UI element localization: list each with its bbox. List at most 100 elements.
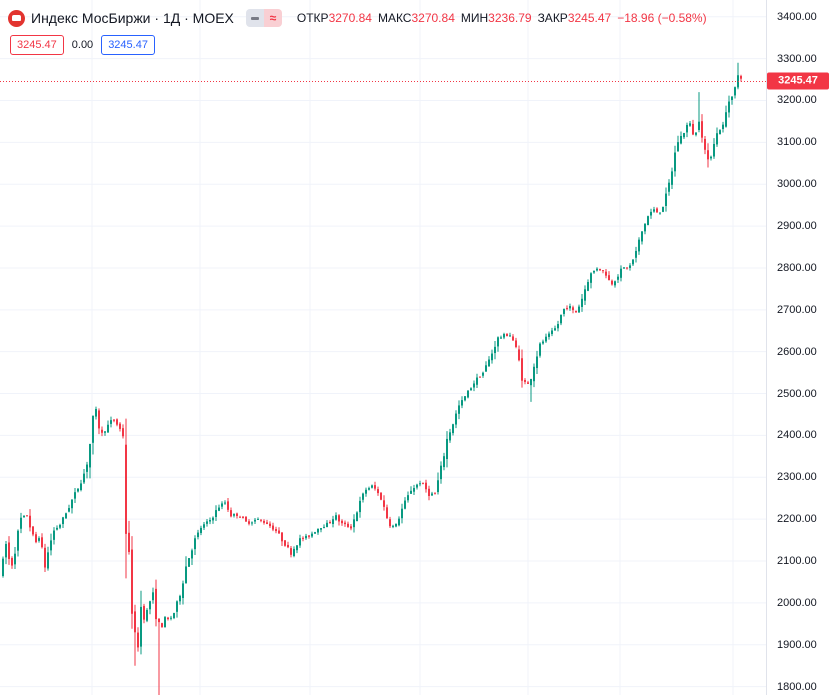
candle-up (311, 533, 313, 537)
candle-up (569, 306, 571, 309)
candle-up (176, 601, 178, 612)
candle-up (74, 492, 76, 499)
y-tick-label: 2800.00 (777, 261, 817, 274)
candlestick-chart[interactable] (0, 0, 766, 695)
candle-up (20, 517, 22, 529)
candle-up (164, 617, 166, 628)
candle-down (134, 611, 136, 633)
candle-up (668, 182, 670, 192)
candle-up (620, 268, 622, 278)
candle-up (188, 558, 190, 567)
legend-toggle-group[interactable]: ≈ (245, 9, 282, 27)
candle-down (380, 492, 382, 500)
candle-up (419, 483, 421, 485)
candle-up (686, 124, 688, 133)
candle-down (740, 76, 742, 79)
candle-down (704, 138, 706, 150)
candle-down (521, 358, 523, 381)
candle-up (584, 289, 586, 301)
price-scale[interactable]: 1800.00 1900.00 2000.00 2100.00 2200.00 2300.… (766, 0, 830, 695)
candle-up (251, 522, 253, 524)
candle-up (713, 143, 715, 157)
candle-down (8, 542, 10, 559)
y-tick-label: 2500.00 (777, 387, 817, 400)
candle-up (689, 123, 691, 126)
candle-up (578, 306, 580, 313)
candle-up (488, 359, 490, 367)
candle-up (563, 308, 565, 314)
candle-down (518, 349, 520, 361)
chart-area[interactable] (0, 0, 766, 695)
candle-up (662, 206, 664, 212)
candle-up (560, 314, 562, 324)
candle-up (68, 508, 70, 512)
candle-up (596, 268, 598, 271)
candle-up (557, 324, 559, 329)
candle-down (434, 493, 436, 495)
wave-icon[interactable]: ≈ (263, 9, 282, 27)
candle-up (449, 432, 451, 441)
candle-down (575, 310, 577, 313)
symbol-legend: Индекс МосБиржи · 1Д · MOEX ≈ ОТКР 3270.… (8, 8, 707, 28)
candle-up (437, 480, 439, 493)
candle-up (17, 530, 19, 551)
candle-up (470, 388, 472, 391)
candle-up (494, 346, 496, 354)
candle-up (635, 250, 637, 258)
candle-up (503, 334, 505, 338)
indicator-legend: 3245.47 0.00 3245.47 (10, 35, 155, 55)
candle-down (26, 515, 28, 517)
candle-down (260, 519, 262, 521)
candle-down (344, 522, 346, 525)
candle-down (41, 537, 43, 548)
candle-down (512, 336, 514, 341)
candle-up (323, 526, 325, 528)
candle-down (611, 280, 613, 285)
candle-down (341, 520, 343, 524)
candle-up (332, 519, 334, 525)
candle-up (254, 519, 256, 522)
candle-down (302, 537, 304, 539)
candle-up (194, 538, 196, 550)
last-price-tag: 3245.47 (767, 72, 829, 90)
candle-up (53, 530, 55, 540)
candle-down (284, 540, 286, 546)
candle-down (35, 534, 37, 543)
candle-up (677, 142, 679, 152)
low-value: 3236.79 (488, 11, 532, 25)
candle-up (593, 270, 595, 273)
candle-up (179, 595, 181, 602)
price-box-blue[interactable]: 3245.47 (101, 35, 155, 55)
candle-up (215, 510, 217, 518)
candle-down (281, 532, 283, 542)
candle-up (80, 483, 82, 491)
candle-down (116, 419, 118, 425)
candle-down (692, 123, 694, 135)
hide-indicator-icon[interactable] (245, 9, 264, 27)
candle-down (167, 617, 169, 620)
candle-up (497, 337, 499, 347)
candle-up (89, 443, 91, 468)
y-tick-label: 2000.00 (777, 596, 817, 609)
candle-up (149, 601, 151, 610)
candle-up (644, 223, 646, 232)
candle-up (530, 379, 532, 386)
candle-up (371, 485, 373, 488)
open-label: ОТКР (296, 11, 329, 25)
candle-down (383, 500, 385, 507)
candle-up (218, 507, 220, 511)
candle-up (14, 553, 16, 565)
candle-down (248, 521, 250, 524)
candle-up (551, 330, 553, 335)
candle-up (482, 372, 484, 376)
candle-up (695, 132, 697, 135)
symbol-title[interactable]: Индекс МосБиржи · 1Д · MOEX (31, 10, 234, 26)
candle-up (305, 535, 307, 539)
candle-up (62, 517, 64, 525)
candle-up (50, 540, 52, 551)
candle-up (212, 517, 214, 521)
candle-up (719, 130, 721, 135)
price-box-red[interactable]: 3245.47 (10, 35, 64, 55)
candle-up (590, 273, 592, 283)
candle-down (119, 423, 121, 429)
